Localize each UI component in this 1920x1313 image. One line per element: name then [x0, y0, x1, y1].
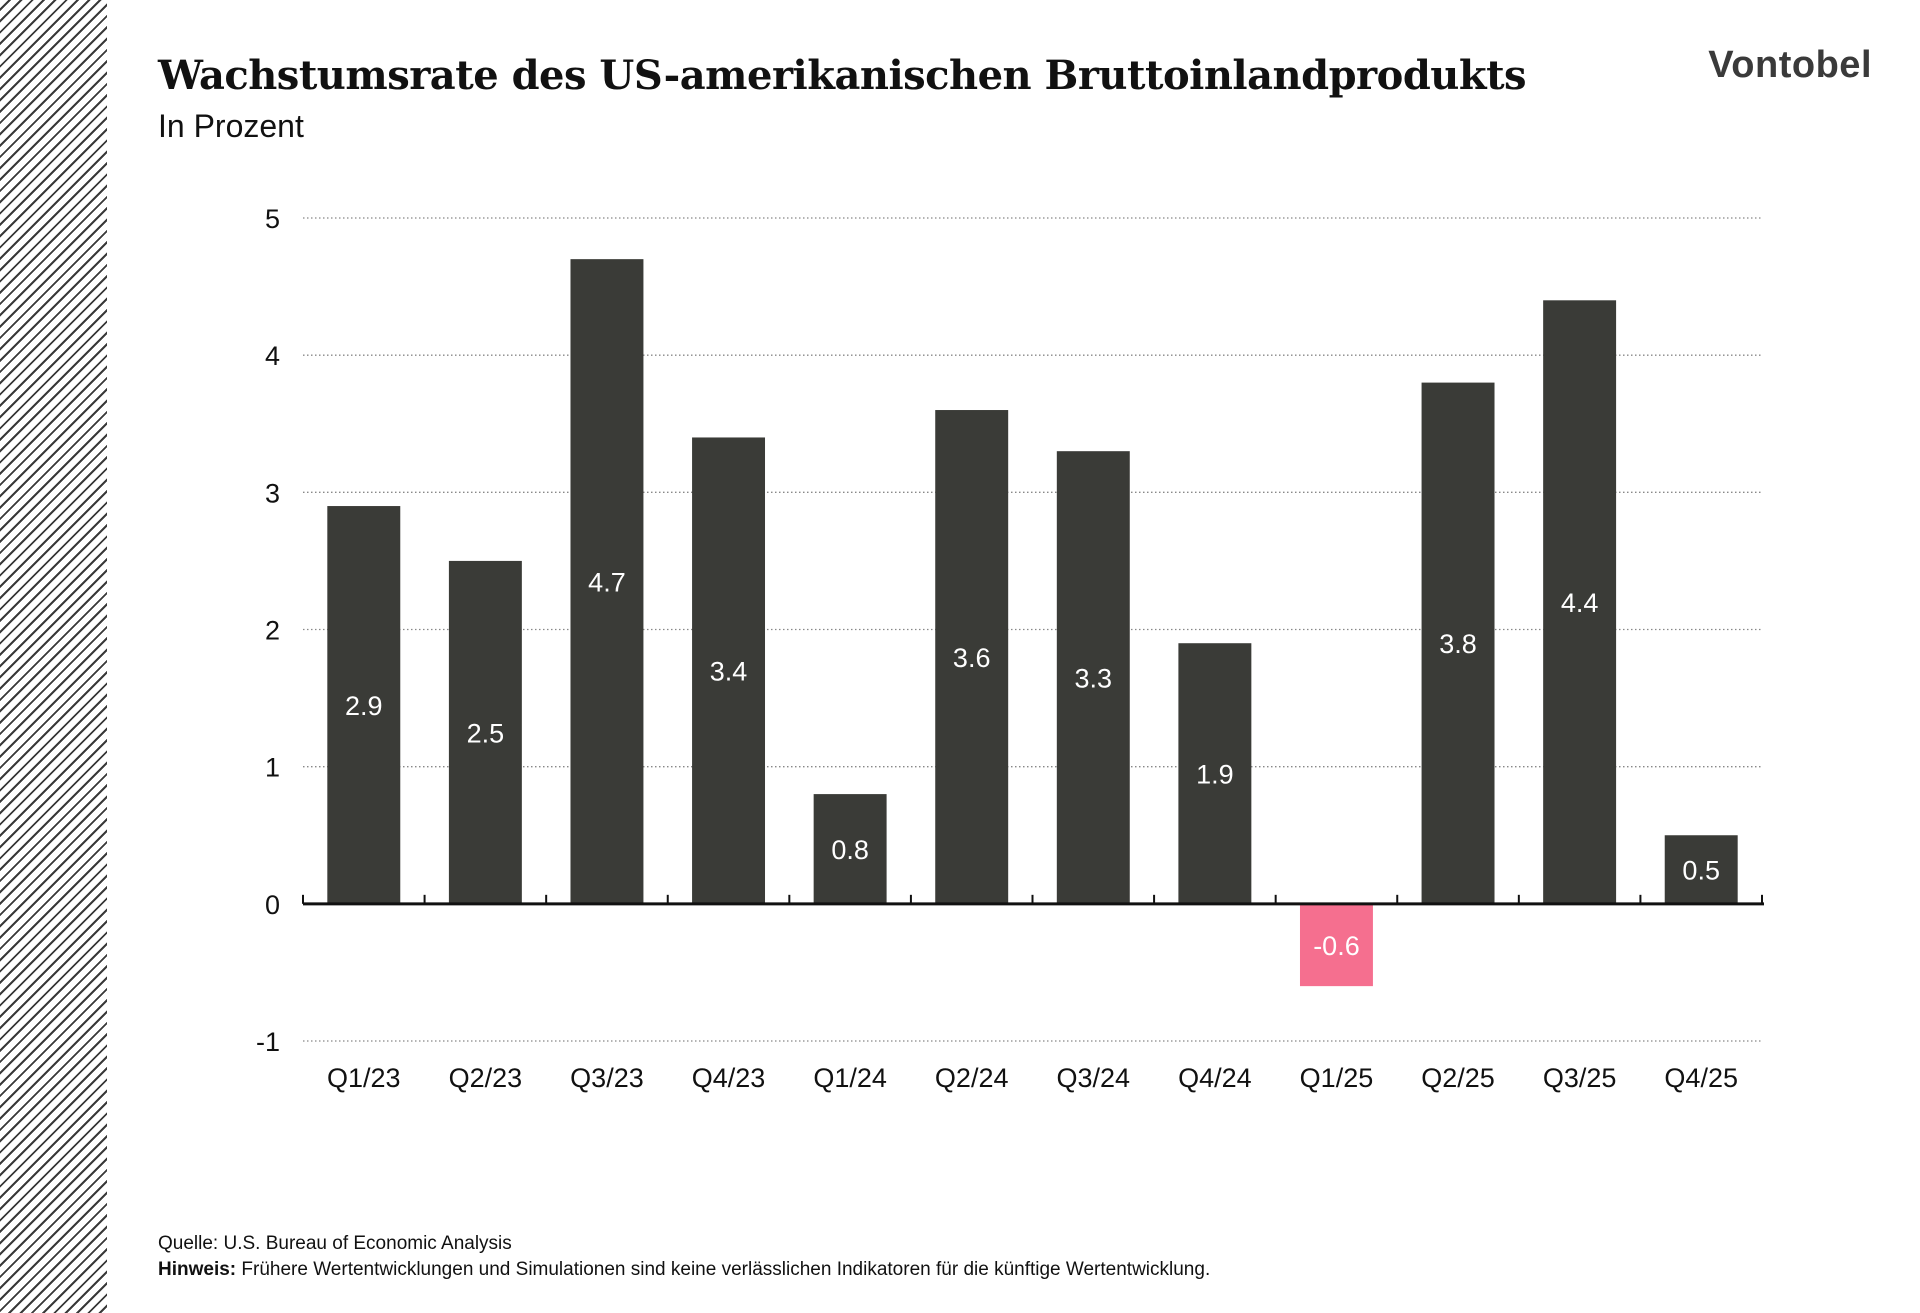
grid-lines	[303, 217, 1762, 1042]
bar	[1299, 903, 1373, 987]
y-tick-label: 3	[265, 478, 280, 508]
chart-title: Wachstumsrate des US-amerikanischen Brut…	[158, 52, 1527, 99]
y-tick-label: 1	[265, 753, 280, 783]
x-tick-label: Q2/25	[1421, 1063, 1495, 1093]
source-text: Quelle: U.S. Bureau of Economic Analysis	[158, 1233, 512, 1254]
bar	[1664, 835, 1738, 904]
bar-value-label: 3.4	[710, 657, 748, 687]
note-label: Hinweis:	[158, 1259, 237, 1280]
bar	[1178, 643, 1252, 904]
y-tick-label: -1	[256, 1027, 280, 1057]
bars	[327, 259, 1738, 987]
x-tick-label: Q2/24	[935, 1063, 1009, 1093]
x-tick-label: Q4/23	[692, 1063, 766, 1093]
x-axis-ticks: Q1/23 Q2/23 Q3/23 Q4/23 Q1/24 Q2/24 Q3/24 Q4/24…	[327, 1063, 1738, 1093]
x-tick-label: Q3/25	[1543, 1063, 1617, 1093]
y-axis-ticks: -1 0 1 2 3 4 5	[256, 204, 280, 1057]
decorative-stripe-band	[0, 0, 107, 1313]
y-tick-label: 0	[265, 890, 280, 920]
bar-value-label: 3.8	[1439, 629, 1477, 659]
chart-subtitle: In Prozent	[158, 108, 304, 144]
x-tick-label: Q2/23	[449, 1063, 523, 1093]
x-tick-label: Q3/24	[1057, 1063, 1131, 1093]
bar-value-label: 0.5	[1682, 856, 1720, 886]
x-tick-label: Q1/24	[813, 1063, 887, 1093]
x-tick-label: Q4/24	[1178, 1063, 1252, 1093]
bar-value-label: 3.3	[1075, 664, 1113, 694]
note-text: Frühere Wertentwicklungen und Simulation…	[236, 1259, 1211, 1280]
bar-value-label: 2.5	[467, 718, 505, 748]
bar	[1543, 300, 1617, 904]
x-tick-label: Q4/25	[1664, 1063, 1738, 1093]
bar-value-label: -0.6	[1313, 931, 1360, 961]
bar-value-label: 4.7	[588, 567, 626, 597]
vontobel-logo: Vontobel	[1708, 44, 1872, 86]
bar-value-labels: 2.9 2.5 4.7 3.4 0.8 3.6 3.3 1.9 -0.6 3.8 4.4 0.5	[345, 567, 1720, 960]
y-tick-label: 2	[265, 616, 280, 646]
bar-value-label: 2.9	[345, 691, 383, 721]
bar	[813, 794, 887, 904]
bar-value-label: 1.9	[1196, 760, 1234, 790]
chart-footer: Quelle: U.S. Bureau of Economic Analysis…	[158, 1231, 1210, 1283]
x-tick-label: Q1/23	[327, 1063, 401, 1093]
x-axis	[302, 894, 1764, 906]
y-tick-label: 5	[265, 204, 280, 234]
bar	[570, 259, 644, 904]
bar-value-label: 0.8	[831, 835, 869, 865]
bar-value-label: 4.4	[1561, 588, 1599, 618]
x-tick-label: Q3/23	[570, 1063, 644, 1093]
bar-value-label: 3.6	[953, 643, 991, 673]
disclaimer: Hinweis: Frühere Wertentwicklungen und S…	[158, 1257, 1210, 1283]
bar	[1421, 382, 1495, 904]
bar	[448, 560, 522, 904]
bar	[1056, 451, 1130, 904]
bar	[935, 410, 1009, 904]
bar	[692, 437, 766, 904]
bar	[327, 506, 401, 904]
x-tick-label: Q1/25	[1300, 1063, 1374, 1093]
y-tick-label: 4	[265, 341, 280, 371]
